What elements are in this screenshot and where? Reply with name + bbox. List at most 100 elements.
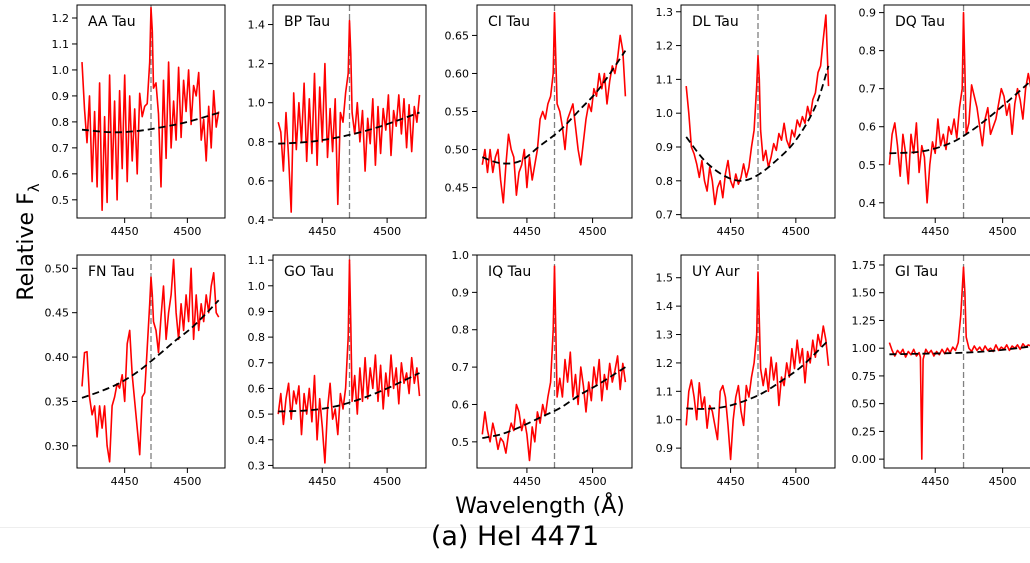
ci-tau-continuum-fit: [481, 50, 627, 165]
bp-tau-continuum-fit: [278, 111, 420, 145]
iq-tau-y-tick-label: 0.5: [452, 436, 470, 449]
gi-tau-y-tick-label: 0.75: [852, 370, 877, 383]
uy-aur-continuum-fit: [686, 339, 830, 410]
ci-tau-panel-title: CI Tau: [488, 14, 530, 30]
ci-tau-y-tick-label: 0.50: [445, 144, 470, 157]
gi-tau-axes-frame: [883, 254, 1030, 469]
fn-tau-y-tick-label: 0.45: [45, 307, 70, 320]
bp-tau-y-tick-label: 0.6: [248, 175, 266, 188]
dl-tau-y-tick-label: 1.3: [656, 6, 674, 19]
iq-tau-y-tick-label: 1.0: [452, 249, 470, 262]
fn-tau-y-tick-label: 0.30: [45, 440, 70, 453]
uy-aur-y-tick-label: 1.5: [656, 272, 674, 285]
dl-tau-panel-title: DL Tau: [692, 14, 739, 30]
spectra-figure: 4450 4500 0.5 0.6 0.7 0.8 0.9 1.0 1.1 1.2 AA Tau 44…: [14, 4, 1030, 519]
fn-tau-x-tick-label: 4500: [173, 475, 201, 488]
fn-tau-y-tick-label: 0.35: [45, 395, 70, 408]
dl-tau-axes-frame: [680, 4, 836, 219]
uy-aur-y-tick-label: 1.3: [656, 329, 674, 342]
bp-tau-spectrum: [277, 19, 421, 213]
aa-tau-x-tick-label: 4500: [173, 225, 201, 238]
go-tau-axes-frame: [272, 254, 427, 469]
iq-tau-y-tick-label: 0.7: [452, 361, 470, 374]
aa-tau-spectrum: [81, 6, 220, 211]
dl-tau-x-tick-label: 4500: [782, 225, 810, 238]
go-tau-x-tick-label: 4500: [373, 475, 401, 488]
iq-tau-x-tick-label: 4450: [513, 475, 541, 488]
aa-tau-panel-title: AA Tau: [88, 14, 136, 30]
aa-tau-y-tick-label: 0.8: [52, 116, 70, 129]
ci-tau-x-tick-label: 4500: [579, 225, 607, 238]
iq-tau-axes-frame: [476, 254, 633, 469]
gi-tau-continuum-fit: [889, 345, 1030, 356]
go-tau-y-tick-label: 0.8: [248, 331, 266, 344]
bp-tau-x-tick-label: 4450: [308, 225, 336, 238]
iq-tau-panel-title: IQ Tau: [488, 264, 531, 280]
bp-tau-axes-frame: [272, 4, 427, 219]
go-tau-y-tick-label: 0.5: [248, 408, 266, 421]
bp-tau-y-tick-label: 1.2: [248, 58, 266, 71]
bp-tau-y-tick-label: 1.4: [248, 19, 266, 32]
bp-tau-y-tick-label: 1.0: [248, 97, 266, 110]
iq-tau-y-tick-label: 0.6: [452, 398, 470, 411]
uy-aur-y-tick-label: 1.2: [656, 357, 674, 370]
bp-tau-x-tick-label: 4500: [373, 225, 401, 238]
uy-aur-x-tick-label: 4500: [782, 475, 810, 488]
dl-tau-y-tick-label: 0.8: [656, 175, 674, 188]
go-tau-y-tick-label: 0.6: [248, 382, 266, 395]
gi-tau-x-tick-label: 4450: [921, 475, 949, 488]
fn-tau-x-tick-label: 4450: [111, 475, 139, 488]
gi-tau-x-tick-label: 4500: [989, 475, 1017, 488]
gi-tau-y-tick-label: 0.50: [852, 398, 877, 411]
ci-tau-y-tick-label: 0.60: [445, 67, 470, 80]
dq-tau-x-tick-label: 4450: [921, 225, 949, 238]
go-tau-continuum-fit: [278, 372, 420, 413]
dl-tau-x-tick-label: 4450: [717, 225, 745, 238]
dl-tau-y-tick-label: 0.7: [656, 209, 674, 222]
go-tau-y-tick-label: 0.4: [248, 434, 266, 447]
figure-caption: (a) HeI 4471: [430, 521, 600, 552]
dq-tau-y-tick-label: 0.5: [859, 159, 877, 172]
dq-tau-y-tick-label: 0.7: [859, 83, 877, 96]
uy-aur-y-tick-label: 1.0: [656, 414, 674, 427]
gi-tau-y-tick-label: 1.00: [852, 342, 877, 355]
fn-tau-y-tick-label: 0.40: [45, 351, 70, 364]
uy-aur-axes-frame: [680, 254, 836, 469]
dq-tau-x-tick-label: 4500: [989, 225, 1017, 238]
fn-tau-axes-frame: [76, 254, 226, 469]
go-tau-y-tick-label: 1.0: [248, 280, 266, 293]
aa-tau-y-tick-label: 0.6: [52, 168, 70, 181]
x-axis-label: Wavelength (Å): [455, 492, 625, 519]
fn-tau-panel-title: FN Tau: [88, 264, 135, 280]
gi-tau-y-tick-label: 0.00: [852, 453, 877, 466]
dq-tau-axes-frame: [883, 4, 1030, 219]
uy-aur-y-tick-label: 1.4: [656, 300, 674, 313]
go-tau-y-tick-label: 1.1: [248, 254, 266, 267]
uy-aur-y-tick-label: 0.9: [656, 442, 674, 455]
ci-tau-y-tick-label: 0.45: [445, 182, 470, 195]
iq-tau-y-tick-label: 0.8: [452, 324, 470, 337]
dq-tau-spectrum: [888, 11, 1030, 204]
dq-tau-y-tick-label: 0.6: [859, 121, 877, 134]
gi-tau-spectrum: [888, 266, 1030, 460]
go-tau-panel-title: GO Tau: [284, 264, 334, 280]
uy-aur-spectrum: [685, 271, 830, 461]
gi-tau-panel-title: GI Tau: [895, 264, 938, 280]
aa-tau-axes-frame: [76, 4, 226, 219]
fn-tau-y-tick-label: 0.50: [45, 262, 70, 275]
aa-tau-continuum-fit: [81, 111, 219, 134]
aa-tau-x-tick-label: 4450: [111, 225, 139, 238]
go-tau-y-tick-label: 0.7: [248, 357, 266, 370]
dq-tau-y-tick-label: 0.9: [859, 7, 877, 20]
aa-tau-y-tick-label: 1.1: [52, 38, 70, 51]
bp-tau-y-tick-label: 0.8: [248, 136, 266, 149]
ci-tau-x-tick-label: 4450: [513, 225, 541, 238]
dl-tau-y-tick-label: 1.1: [656, 73, 674, 86]
iq-tau-continuum-fit: [482, 366, 626, 439]
aa-tau-y-tick-label: 0.5: [52, 194, 70, 207]
gi-tau-y-tick-label: 1.50: [852, 287, 877, 300]
aa-tau-y-tick-label: 1.2: [52, 12, 70, 25]
dq-tau-y-tick-label: 0.8: [859, 45, 877, 58]
bp-tau-panel-title: BP Tau: [284, 14, 330, 30]
bp-tau-y-tick-label: 0.4: [248, 214, 266, 227]
